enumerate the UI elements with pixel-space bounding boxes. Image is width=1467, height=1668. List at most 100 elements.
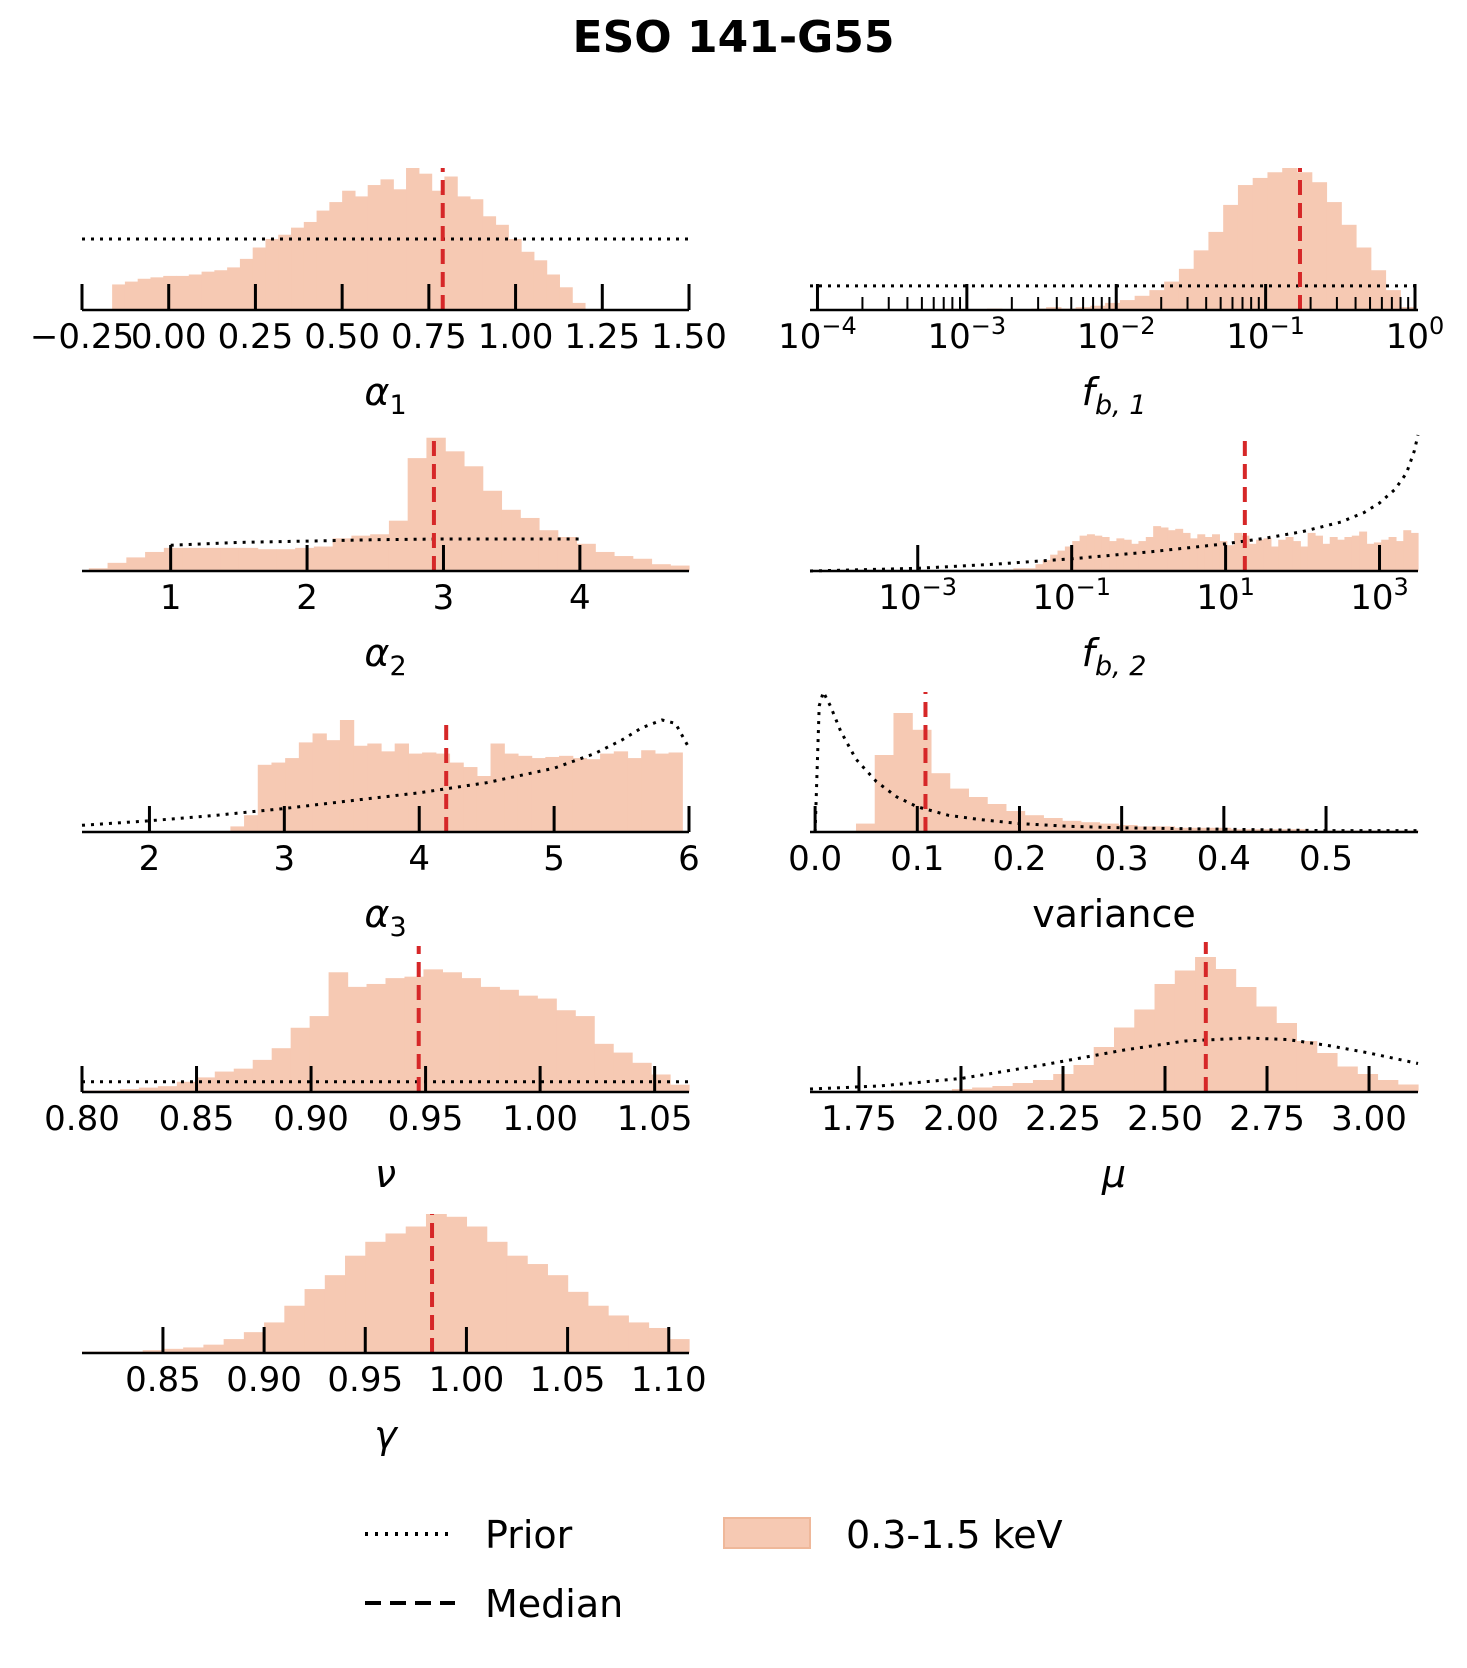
hist-bar xyxy=(1028,568,1037,571)
tick-label: 1.25 xyxy=(564,317,640,357)
hist-bar xyxy=(1268,829,1288,832)
hist-bar xyxy=(1322,543,1331,571)
hist-bar xyxy=(285,758,300,832)
tick-label: 2.50 xyxy=(1127,1099,1203,1139)
hist-bar xyxy=(243,1332,265,1353)
hist-bar xyxy=(594,1043,614,1092)
hist-bar xyxy=(1263,538,1272,571)
hist-bar xyxy=(517,755,533,832)
hist-bar xyxy=(1134,295,1150,310)
hist-bar xyxy=(1057,550,1066,571)
hist-bar xyxy=(1336,1066,1358,1092)
hist-bar xyxy=(1164,281,1180,310)
hist-bar xyxy=(556,1010,576,1092)
hist-bar xyxy=(1223,204,1239,310)
prior-curve xyxy=(81,718,691,827)
hist-bar xyxy=(1316,1053,1338,1092)
hist-bar xyxy=(1197,534,1206,571)
hist-bar xyxy=(1012,1083,1034,1092)
panel-3: 1 2 3 4 α2 xyxy=(82,435,690,682)
hist-bar xyxy=(1385,290,1401,310)
hist-bar xyxy=(1093,1047,1115,1092)
hist-bar xyxy=(1160,527,1169,571)
hist-bar xyxy=(1090,305,1106,310)
hist-bar xyxy=(501,509,521,571)
hist-bar xyxy=(1094,535,1103,571)
hist-bar xyxy=(521,251,535,310)
hist-bar xyxy=(586,759,601,832)
hist-bar xyxy=(442,972,462,1092)
x-axis-label: fb, 1 xyxy=(1082,370,1147,421)
hist-bar xyxy=(313,546,334,571)
hist-bar xyxy=(1013,568,1022,571)
hist-bar xyxy=(874,755,895,832)
hist-bar xyxy=(1234,532,1243,571)
tick-label: 1.00 xyxy=(478,317,554,357)
hist-bar xyxy=(1230,829,1250,832)
hist-bar xyxy=(613,556,634,571)
hist-bar xyxy=(1252,177,1269,310)
hist-bar xyxy=(257,764,273,832)
tick-label: 100 xyxy=(1386,312,1445,357)
hist-bar xyxy=(332,538,352,571)
hist-bar xyxy=(1174,827,1194,832)
tick-label: 1 xyxy=(160,578,182,618)
x-axis-label: fb, 2 xyxy=(1082,631,1147,682)
hist-bar xyxy=(163,547,184,571)
hist-bar xyxy=(223,1339,245,1353)
hist-bar xyxy=(632,1062,652,1092)
panel-9: 0.85 0.90 0.95 1.00 1.05 1.10 γ xyxy=(82,1214,707,1457)
hist-bar xyxy=(1154,984,1176,1092)
hist-bar xyxy=(482,490,503,571)
hist-bar xyxy=(1123,539,1132,571)
tick-label: 2 xyxy=(296,578,318,618)
legend: Prior Median 0.3-1.5 keV xyxy=(365,1513,1063,1626)
hist-bar xyxy=(1241,535,1250,571)
hist-bar xyxy=(1193,827,1213,832)
hist-bar xyxy=(157,1086,178,1092)
chart-title: ESO 141-G55 xyxy=(572,12,895,63)
hist-bar xyxy=(668,1339,690,1353)
hist-bar xyxy=(380,179,394,310)
hist-bar xyxy=(575,1016,595,1092)
hist-bar xyxy=(423,969,444,1092)
tick-label: 5 xyxy=(543,839,565,879)
tick-label: 1.10 xyxy=(631,1360,707,1400)
hist-bar xyxy=(1138,541,1147,571)
hist-bar xyxy=(446,1216,468,1353)
hist-bar xyxy=(1373,542,1382,571)
hist-bar xyxy=(651,564,671,571)
tick-label: 2.00 xyxy=(923,1099,999,1139)
hist-bar xyxy=(353,745,368,832)
tick-label: 2.25 xyxy=(1025,1099,1101,1139)
tick-label: 10−1 xyxy=(1226,312,1305,357)
hist-bar xyxy=(1215,969,1237,1092)
hist-bar xyxy=(345,1255,366,1353)
hist-bar xyxy=(1403,530,1412,571)
hist-bar xyxy=(1355,247,1372,310)
hist-bar xyxy=(572,758,588,832)
hist-bar xyxy=(499,989,519,1092)
hist-bar xyxy=(1145,537,1154,571)
hist-bar xyxy=(176,1081,197,1092)
hist-bar xyxy=(1131,543,1140,571)
hist-bar xyxy=(1397,1084,1419,1092)
hist-bar xyxy=(1208,231,1224,310)
hist-bar xyxy=(407,458,428,571)
tick-label: 10−3 xyxy=(878,573,957,618)
hist-bar xyxy=(587,1305,609,1353)
tick-label: 10−4 xyxy=(778,312,857,357)
hist-bar xyxy=(252,1059,273,1092)
hist-bar xyxy=(613,751,629,832)
hist-bar xyxy=(654,753,670,832)
panel-8: 1.75 2.00 2.25 2.50 2.75 3.00 μ xyxy=(809,942,1419,1196)
tick-label: 0.90 xyxy=(273,1099,349,1139)
tick-label: 0.80 xyxy=(44,1099,120,1139)
hist-bar xyxy=(1043,818,1063,832)
tick-label: 2 xyxy=(139,839,161,879)
x-axis-label: α3 xyxy=(364,892,406,943)
tick-label: −0.25 xyxy=(30,317,134,357)
hist-bar xyxy=(972,1087,993,1092)
hist-bar xyxy=(220,547,240,571)
